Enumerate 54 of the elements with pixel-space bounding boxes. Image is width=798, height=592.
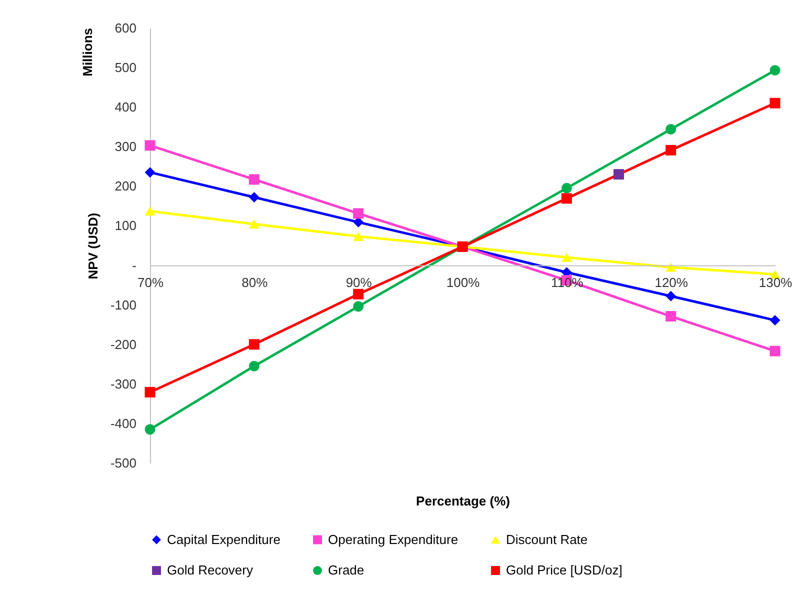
- y-tick-label: -200: [110, 336, 136, 352]
- point: [144, 140, 156, 151]
- x-tick-label: 80%: [242, 274, 268, 290]
- legend-label: Capital Expenditure: [167, 532, 280, 547]
- y-tick-label: 500: [114, 60, 136, 76]
- point: [614, 169, 624, 180]
- point: [770, 98, 780, 108]
- point: [561, 193, 572, 204]
- legend-label: Gold Recovery: [167, 562, 254, 578]
- point: [144, 206, 156, 216]
- point: [248, 220, 260, 229]
- point: [144, 386, 156, 398]
- point: [353, 232, 364, 241]
- y-tick-label: -500: [110, 456, 136, 470]
- point: [248, 192, 260, 202]
- point: [353, 208, 364, 219]
- point: [353, 301, 364, 312]
- point: [770, 65, 780, 76]
- point: [248, 174, 260, 185]
- x-tick-label: 100%: [446, 274, 480, 290]
- point: [248, 360, 260, 372]
- x-tick-label: 120%: [654, 274, 688, 290]
- point: [666, 311, 676, 322]
- x-tick-label: 130%: [758, 274, 793, 290]
- point: [666, 144, 676, 156]
- x-axis-title: Percentage (%): [416, 494, 510, 508]
- point: [666, 124, 676, 134]
- y-tick-label: 100: [114, 218, 136, 234]
- point: [666, 262, 676, 272]
- x-tick-label: 90%: [346, 274, 372, 290]
- point: [144, 424, 156, 435]
- y-tick-label: -: [132, 258, 136, 273]
- point: [248, 339, 260, 350]
- y-tick-label: 200: [114, 178, 136, 194]
- point: [770, 314, 780, 326]
- legend-label: Gold Price [USD/oz]: [506, 562, 622, 578]
- point: [666, 290, 676, 302]
- y-tick-label: 400: [114, 100, 136, 115]
- y-tick-label: -300: [110, 376, 136, 392]
- y-tick-label: 300: [114, 139, 136, 154]
- legend-label: Discount Rate: [506, 532, 588, 547]
- y-tick-label: 600: [114, 20, 136, 36]
- legend-label: Grade: [328, 562, 364, 578]
- point: [561, 182, 572, 194]
- y-axis-title: NPV (USD): [85, 212, 100, 280]
- y-tick-label: -100: [110, 297, 136, 312]
- text: Millions: [80, 28, 95, 76]
- point: [770, 346, 780, 356]
- point: [561, 252, 572, 262]
- point: [353, 288, 364, 300]
- x-tick-label: 70%: [137, 274, 164, 290]
- legend-label: Operating Expenditure: [328, 532, 458, 547]
- point: [144, 167, 156, 178]
- y-tick-label: -400: [110, 416, 136, 431]
